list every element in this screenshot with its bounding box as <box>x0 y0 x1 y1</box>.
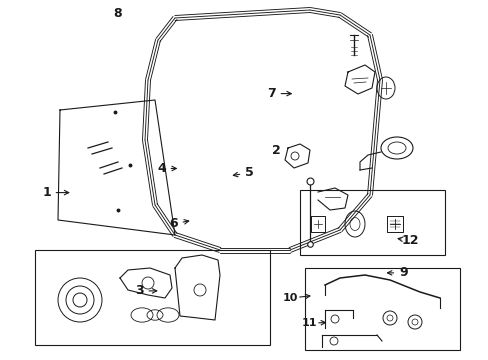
Text: 10: 10 <box>282 293 297 303</box>
Bar <box>35 250 269 345</box>
Text: 4: 4 <box>157 162 165 175</box>
Text: 3: 3 <box>135 284 143 297</box>
Text: 2: 2 <box>271 144 280 157</box>
Bar <box>299 190 444 255</box>
Text: 11: 11 <box>301 318 316 328</box>
Text: 7: 7 <box>266 87 275 100</box>
Text: 6: 6 <box>169 217 178 230</box>
Text: 5: 5 <box>244 166 253 179</box>
Text: 12: 12 <box>401 234 419 247</box>
Text: 1: 1 <box>42 186 51 199</box>
Text: 9: 9 <box>398 266 407 279</box>
Text: 8: 8 <box>113 7 122 20</box>
Bar <box>305 268 459 350</box>
